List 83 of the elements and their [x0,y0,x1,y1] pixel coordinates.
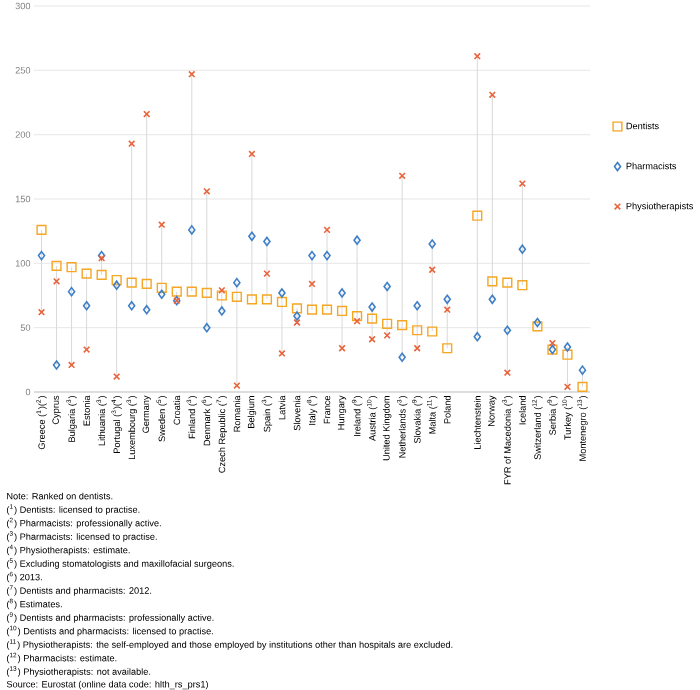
point [276,296,288,308]
point [112,280,121,290]
point [398,352,406,363]
point [156,282,167,293]
point [488,91,496,99]
point [128,140,136,148]
point [66,262,77,273]
point [308,280,316,288]
point [186,286,197,297]
point [368,335,376,343]
point [382,318,393,329]
point [336,305,348,317]
point [203,322,211,333]
point [203,187,211,195]
point [443,294,452,305]
point [291,303,303,314]
point [158,221,166,229]
point [413,300,421,311]
point [261,294,273,305]
point [428,266,436,274]
point [412,325,423,336]
point [323,226,331,234]
point [323,250,331,261]
point [142,304,151,315]
point [577,381,588,392]
point [487,276,498,287]
point [36,224,47,235]
point [367,313,378,324]
point [51,260,62,271]
point [518,179,527,188]
point [472,210,483,221]
point [231,291,242,302]
point [442,343,453,354]
point [502,277,513,288]
point [503,325,512,336]
point [563,342,572,352]
point [171,286,182,297]
point [157,289,166,300]
point [321,304,333,315]
point [216,290,227,301]
point [126,277,137,288]
point [428,239,437,249]
point [517,280,528,291]
point [353,235,361,245]
point [578,365,587,375]
point [473,331,482,342]
point [368,302,376,312]
point [473,52,481,60]
point [248,150,256,158]
point [111,274,122,286]
point [188,70,196,78]
point [413,344,421,352]
point [308,250,316,261]
point [383,281,391,292]
point [218,306,226,316]
point [488,294,497,305]
point [246,294,257,305]
point [113,372,121,381]
point [427,326,438,337]
point [127,300,136,311]
point [443,306,451,314]
point [338,288,346,298]
point [82,345,91,354]
point [81,268,92,279]
point [397,319,408,331]
point [187,225,196,235]
point [141,278,152,290]
point [503,369,511,377]
point [562,349,573,360]
point [278,288,286,298]
point [96,269,107,281]
point [518,244,527,254]
point [52,360,61,370]
point [263,236,271,247]
point [67,286,76,297]
point [248,231,256,242]
point [306,304,318,315]
point [233,277,241,288]
point [82,300,91,311]
point [201,287,212,299]
point [37,250,46,261]
point [398,172,406,180]
point [351,310,363,322]
